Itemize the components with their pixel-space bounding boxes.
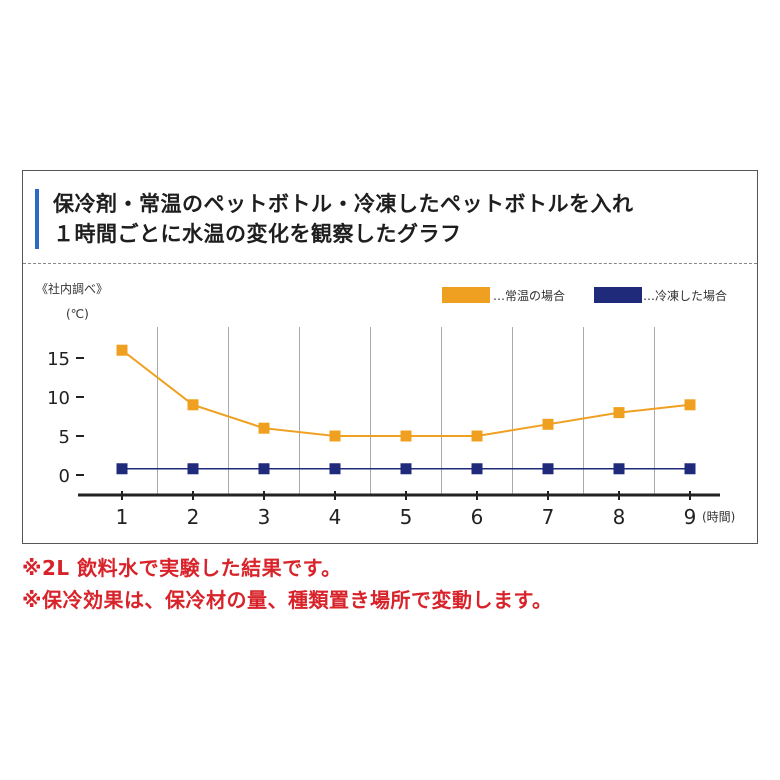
series-line-1 xyxy=(121,349,691,437)
data-point-series-2 xyxy=(684,463,696,475)
x-tick-label: 1 xyxy=(116,505,129,529)
data-point-series-1 xyxy=(329,430,341,442)
chart-title: 保冷剤・常温のペットボトル・冷凍したペットボトルを入れ １時間ごとに水温の変化を… xyxy=(53,189,743,249)
data-point-series-1 xyxy=(613,407,625,419)
data-point-series-1 xyxy=(187,399,199,411)
y-tick-label: 0 xyxy=(59,466,70,487)
data-point-series-2 xyxy=(400,463,412,475)
chart-title-line2: １時間ごとに水温の変化を観察したグラフ xyxy=(53,222,462,246)
x-tick-label: 8 xyxy=(613,505,626,529)
x-tick-label: 5 xyxy=(400,505,413,529)
x-unit-label: (時間) xyxy=(702,510,735,524)
x-tick-label: 9 xyxy=(684,505,697,529)
chart-panel: 保冷剤・常温のペットボトル・冷凍したペットボトルを入れ １時間ごとに水温の変化を… xyxy=(22,170,758,544)
x-tick-label: 7 xyxy=(542,505,555,529)
data-point-series-2 xyxy=(329,463,341,475)
data-point-series-2 xyxy=(187,463,199,475)
data-point-series-1 xyxy=(258,422,270,434)
data-point-series-2 xyxy=(542,463,554,475)
y-tick-label: 15 xyxy=(47,349,70,370)
legend-swatch-2 xyxy=(594,287,642,303)
chart-title-line1: 保冷剤・常温のペットボトル・冷凍したペットボトルを入れ xyxy=(53,192,634,216)
data-point-series-1 xyxy=(116,344,128,356)
dashed-divider xyxy=(23,263,757,264)
data-point-series-1 xyxy=(471,430,483,442)
legend-label-1: …常温の場合 xyxy=(493,288,565,303)
data-point-series-1 xyxy=(400,430,412,442)
y-unit-label: (℃) xyxy=(66,307,89,321)
legend-swatch-1 xyxy=(442,287,490,303)
data-point-series-1 xyxy=(684,399,696,411)
data-point-series-2 xyxy=(613,463,625,475)
y-tick-label: 5 xyxy=(59,427,70,448)
title-accent-bar xyxy=(35,189,39,249)
x-tick-label: 6 xyxy=(471,505,484,529)
x-tick-label: 3 xyxy=(258,505,271,529)
data-point-series-2 xyxy=(116,463,128,475)
data-point-series-2 xyxy=(258,463,270,475)
legend-label-2: …冷凍した場合 xyxy=(643,288,727,303)
y-tick-label: 10 xyxy=(47,388,70,409)
source-note: 《社内調べ》 xyxy=(36,281,108,296)
data-point-series-2 xyxy=(471,463,483,475)
footnote-variation: ※保冷効果は、保冷材の量、種類置き場所で変動します。 xyxy=(22,588,553,612)
x-tick-label: 4 xyxy=(329,505,342,529)
data-point-series-1 xyxy=(542,418,554,430)
footnote-experiment: ※2L 飲料水で実験した結果です。 xyxy=(22,556,342,580)
x-tick-label: 2 xyxy=(187,505,200,529)
